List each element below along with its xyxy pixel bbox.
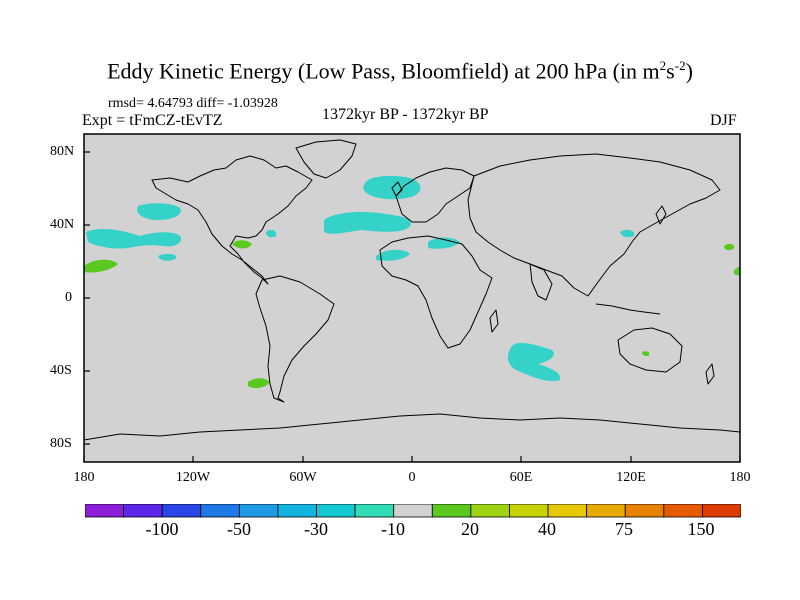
colorbar-box-8 <box>393 504 433 518</box>
anomaly-gulf-mexico <box>232 240 252 249</box>
colorbar-label-40: 40 <box>538 519 556 539</box>
coast-greenland <box>295 139 357 179</box>
colorbar-label-neg10: -10 <box>381 519 405 539</box>
coast-europe <box>395 167 475 223</box>
coast-india <box>529 263 553 301</box>
coast-north-america <box>151 155 313 285</box>
lat-label-80s: 80S <box>50 436 72 451</box>
period-label: 1372kyr BP - 1372kyr BP <box>322 106 489 123</box>
anomaly-australia <box>642 351 650 356</box>
colorbar-box-0 <box>85 504 124 518</box>
coastlines <box>83 139 741 441</box>
colorbar-box-2 <box>161 504 202 518</box>
colorbar-box-11 <box>509 504 549 518</box>
coast-japan <box>655 205 667 225</box>
map-title: Eddy Kinetic Energy (Low Pass, Bloomfiel… <box>0 58 800 84</box>
colorbar-box-9 <box>431 504 472 518</box>
positive-anomaly-regions <box>84 240 740 389</box>
anomaly-pacific-north <box>137 203 181 220</box>
lon-label-60w: 60W <box>289 470 317 485</box>
anomaly-west-pacific <box>724 243 735 251</box>
colorbar-label-neg30: -30 <box>304 519 328 539</box>
lat-label-40s: 40S <box>50 363 72 378</box>
colorbar-box-5 <box>277 504 317 518</box>
coast-madagascar <box>489 309 499 333</box>
title-sup-2: -2 <box>674 58 686 73</box>
colorbar-box-6 <box>316 504 356 518</box>
lon-label-120w: 120W <box>175 470 211 485</box>
title-sup-1: 2 <box>659 58 667 73</box>
title-close: ) <box>685 58 693 84</box>
colorbar-box-12 <box>547 504 588 518</box>
lon-label-60e: 60E <box>509 470 533 485</box>
coast-south-america <box>255 275 335 403</box>
colorbar-label-150: 150 <box>687 519 715 539</box>
negative-anomaly-regions <box>86 175 635 382</box>
colorbar-box-1 <box>123 504 163 518</box>
coast-australia <box>617 327 683 373</box>
lat-label-eq: 0 <box>65 290 72 305</box>
anomaly-pacific-sub <box>84 259 118 273</box>
lat-label-40n: 40N <box>50 217 75 232</box>
colorbar-box-14 <box>624 504 665 518</box>
title-unit-s: s <box>666 58 675 84</box>
coast-uk <box>391 181 403 197</box>
anomaly-east-asia <box>620 229 635 238</box>
colorbar <box>85 504 741 518</box>
colorbar-box-4 <box>238 504 279 518</box>
coast-asia <box>467 153 721 297</box>
colorbar-box-7 <box>354 504 395 518</box>
colorbar-label-75: 75 <box>615 519 633 539</box>
anomaly-west-africa <box>376 249 410 261</box>
lon-label-180e: 180 <box>729 470 751 485</box>
coast-indonesia <box>595 303 661 315</box>
lon-label-120e: 120E <box>616 470 646 485</box>
anomaly-mediterranean <box>428 237 460 249</box>
anomaly-pacific-small <box>158 253 177 261</box>
anomaly-gulf-small <box>266 229 277 238</box>
coast-antarctica <box>83 413 741 441</box>
colorbar-box-16 <box>702 504 741 518</box>
colorbar-boxes <box>85 504 741 518</box>
stats-text: rmsd= 4.64793 diff= -1.03928 <box>108 96 278 111</box>
colorbar-label-20: 20 <box>461 519 479 539</box>
experiment-label: Expt = tFmCZ-tEvTZ <box>82 112 223 129</box>
colorbar-box-15 <box>663 504 703 518</box>
axis-ticks <box>83 151 741 462</box>
colorbar-label-neg50: -50 <box>227 519 251 539</box>
anomaly-south-indian <box>507 343 561 382</box>
coast-africa <box>379 235 493 349</box>
coast-new-zealand <box>705 363 715 385</box>
lon-label-0: 0 <box>408 470 416 485</box>
colorbar-box-13 <box>586 504 626 518</box>
lon-label-180w: 180 <box>73 470 95 485</box>
lat-label-80n: 80N <box>50 144 75 159</box>
colorbar-label-neg100: -100 <box>145 519 179 539</box>
colorbar-box-10 <box>470 504 510 518</box>
colorbar-box-3 <box>200 504 240 518</box>
anomaly-pacific-central <box>86 229 182 249</box>
anomaly-mid-atlantic <box>324 212 411 234</box>
anomaly-south-america <box>248 378 270 389</box>
anomaly-date-line <box>734 266 740 276</box>
season-label: DJF <box>710 112 737 129</box>
title-text: Eddy Kinetic Energy (Low Pass, Bloomfiel… <box>107 58 660 84</box>
